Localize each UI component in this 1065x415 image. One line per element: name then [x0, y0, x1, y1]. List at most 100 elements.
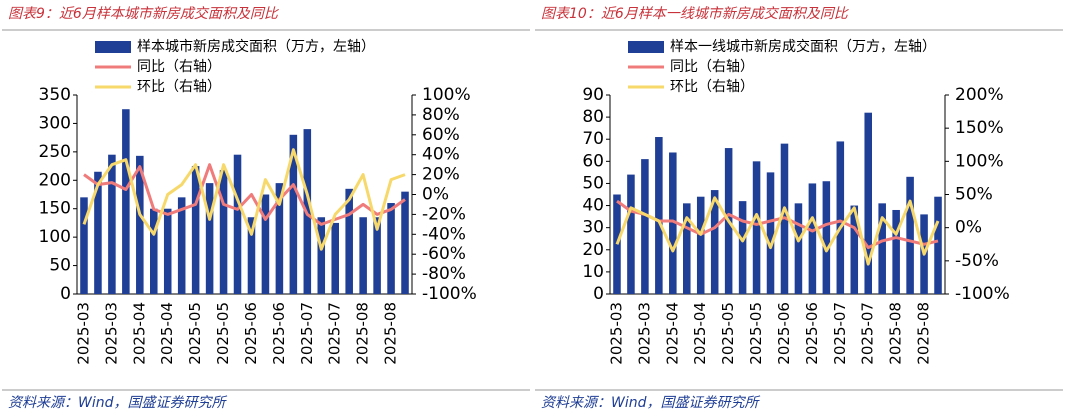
y-tick-label: 20 — [582, 240, 604, 260]
y-tick-label: 0 — [60, 284, 71, 304]
legend-label: 环比（右轴） — [670, 79, 754, 95]
bar — [191, 166, 200, 294]
bar — [163, 208, 172, 294]
line — [615, 196, 940, 266]
legend-label: 同比（右轴） — [670, 59, 754, 75]
legend-label: 同比（右轴） — [137, 59, 221, 75]
bar — [655, 137, 663, 294]
line — [83, 163, 406, 226]
x-tick-label: 2025-03 — [635, 302, 653, 365]
y-tick-label: 40 — [582, 196, 604, 216]
line — [616, 199, 939, 250]
bar — [752, 161, 761, 294]
bar — [108, 154, 116, 294]
y2-tick-label: 100% — [422, 85, 471, 105]
x-tick-label: 2025-08 — [915, 302, 933, 365]
y2-tick-label: 0% — [422, 185, 449, 205]
bar — [850, 205, 859, 294]
bar — [261, 194, 270, 294]
y2-tick-label: 200% — [955, 85, 1004, 105]
x-tick-label: 2025-05 — [214, 302, 232, 365]
y-tick-label: 300 — [39, 113, 71, 133]
bar — [401, 191, 409, 294]
bar — [80, 197, 88, 294]
bar — [373, 217, 381, 294]
x-tick-label: 2025-08 — [354, 302, 372, 365]
x-tick-label: 2025-05 — [747, 302, 765, 365]
y-tick-label: 50 — [49, 256, 71, 276]
x-tick-label: 2025-06 — [775, 302, 793, 365]
legend-label: 样本城市新房成交面积（万方，左轴） — [137, 38, 375, 55]
bar — [275, 183, 284, 294]
y2-tick-label: 40% — [422, 145, 460, 165]
y-tick-label: 350 — [39, 85, 71, 105]
x-tick-label: 2025-04 — [158, 302, 176, 365]
line — [82, 148, 406, 251]
x-tick-label: 2025-06 — [803, 302, 821, 365]
bar — [794, 203, 803, 294]
bar — [359, 217, 367, 294]
y-tick-label: 10 — [582, 262, 604, 282]
bar — [641, 159, 649, 294]
bar — [738, 201, 747, 294]
x-tick-label: 2025-05 — [719, 302, 737, 365]
bar — [696, 196, 705, 294]
bar — [864, 112, 872, 294]
x-tick-label: 2025-07 — [326, 302, 344, 365]
bar — [122, 109, 130, 294]
y-tick-label: 30 — [582, 218, 604, 238]
bar — [892, 209, 900, 294]
y2-tick-label: -100% — [955, 284, 1010, 304]
bar — [150, 208, 158, 294]
bar — [136, 155, 144, 294]
y2-tick-label: -100% — [422, 284, 477, 304]
legend-label: 样本一线城市新房成交面积（万方，左轴） — [670, 38, 936, 55]
legend-swatch — [628, 41, 664, 53]
bar — [331, 222, 339, 294]
x-tick-label: 2025-03 — [102, 302, 120, 365]
y2-tick-label: 60% — [422, 125, 460, 145]
bar — [247, 217, 256, 294]
bar — [219, 170, 228, 294]
y2-tick-label: -20% — [422, 204, 466, 224]
x-tick-label: 2025-04 — [691, 302, 709, 365]
chart-title: 图表10：近6月样本一线城市新房成交面积及同比 — [541, 6, 850, 22]
y2-tick-label: -40% — [422, 224, 466, 244]
y2-tick-label: -60% — [422, 244, 466, 264]
y-tick-label: 200 — [39, 170, 71, 190]
source: 资料来源：Wind，国盛证券研究所 — [8, 395, 227, 411]
bar — [205, 183, 214, 294]
y2-tick-label: 150% — [955, 118, 1004, 138]
y2-tick-label: 20% — [422, 165, 460, 185]
bar — [822, 181, 831, 294]
legend-swatch — [95, 41, 131, 53]
bar — [289, 134, 298, 294]
bar — [233, 154, 242, 294]
x-tick-label: 2025-04 — [663, 302, 681, 365]
x-tick-label: 2025-07 — [298, 302, 316, 365]
bar — [669, 152, 677, 294]
x-tick-label: 2025-08 — [887, 302, 905, 365]
x-tick-label: 2025-06 — [270, 302, 288, 365]
legend-label: 环比（右轴） — [137, 79, 221, 95]
bar — [836, 141, 845, 294]
bar — [808, 183, 817, 294]
bar — [317, 217, 326, 294]
y2-tick-label: -50% — [955, 251, 999, 271]
x-tick-label: 2025-05 — [186, 302, 204, 365]
y-tick-label: 80 — [582, 107, 604, 127]
bar — [934, 196, 942, 294]
x-tick-label: 2025-07 — [831, 302, 849, 365]
x-tick-label: 2025-07 — [859, 302, 877, 365]
y2-tick-label: 100% — [955, 151, 1004, 171]
bar — [878, 203, 886, 294]
y2-tick-label: 50% — [955, 185, 993, 205]
bar — [387, 203, 395, 294]
y-tick-label: 0 — [593, 284, 604, 304]
chart-title: 图表9：近6月样本城市新房成交面积及同比 — [8, 6, 280, 22]
bar — [627, 174, 635, 294]
x-tick-label: 2025-03 — [607, 302, 625, 365]
bar — [683, 203, 691, 294]
x-tick-label: 2025-04 — [130, 302, 148, 365]
